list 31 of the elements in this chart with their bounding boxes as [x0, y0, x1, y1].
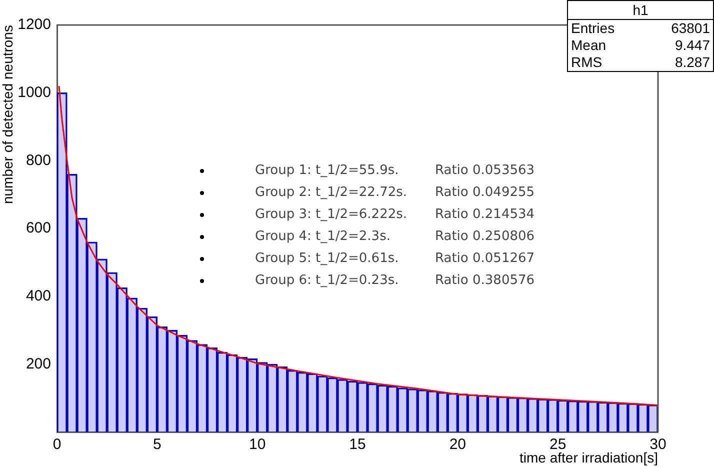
- annotation: Group 2: t_1/2=22.72s.: [255, 184, 408, 202]
- annotation: Ratio 0.214534: [435, 206, 535, 224]
- text: 63801: [671, 20, 710, 37]
- annotation: Ratio 0.380576: [435, 272, 535, 290]
- annotation: Ratio 0.049255: [435, 184, 535, 202]
- y-tick-label: 800: [26, 152, 51, 169]
- text: h1: [568, 1, 713, 20]
- annotation: Mean: [571, 37, 606, 54]
- y-tick-label: 600: [26, 220, 51, 237]
- y-tick-label: 1000: [18, 84, 51, 101]
- annotation: Group 5: t_1/2=0.61s.: [255, 250, 400, 268]
- annotation: Entries: [571, 20, 615, 37]
- y-axis-title: number of detected neutrons: [0, 25, 16, 204]
- annotation: Group 4: t_1/2=2.3s.: [255, 228, 392, 246]
- annotation: Ratio 0.250806: [435, 228, 535, 246]
- y-tick-label: 400: [26, 287, 51, 304]
- text: 8.287: [674, 54, 710, 71]
- annotation: Ratio 0.051267: [435, 250, 535, 268]
- annotation: RMS: [571, 54, 602, 71]
- annotation: Group 1: t_1/2=55.9s.: [255, 162, 400, 180]
- x-tick-label: 0: [52, 436, 62, 454]
- x-tick-label: 15: [349, 436, 366, 454]
- y-tick-label: 1200: [18, 16, 51, 34]
- annotation: Ratio 0.053563: [435, 162, 535, 180]
- x-tick-label: 10: [248, 436, 266, 454]
- text: 9.447: [674, 37, 710, 54]
- y-tick-label: 200: [26, 355, 51, 372]
- annotation: Group 6: t_1/2=0.23s.: [255, 272, 400, 290]
- annotation: Group 3: t_1/2=6.222s.: [255, 206, 408, 224]
- x-tick-label: 5: [152, 436, 162, 454]
- x-tick-label: 20: [449, 436, 466, 454]
